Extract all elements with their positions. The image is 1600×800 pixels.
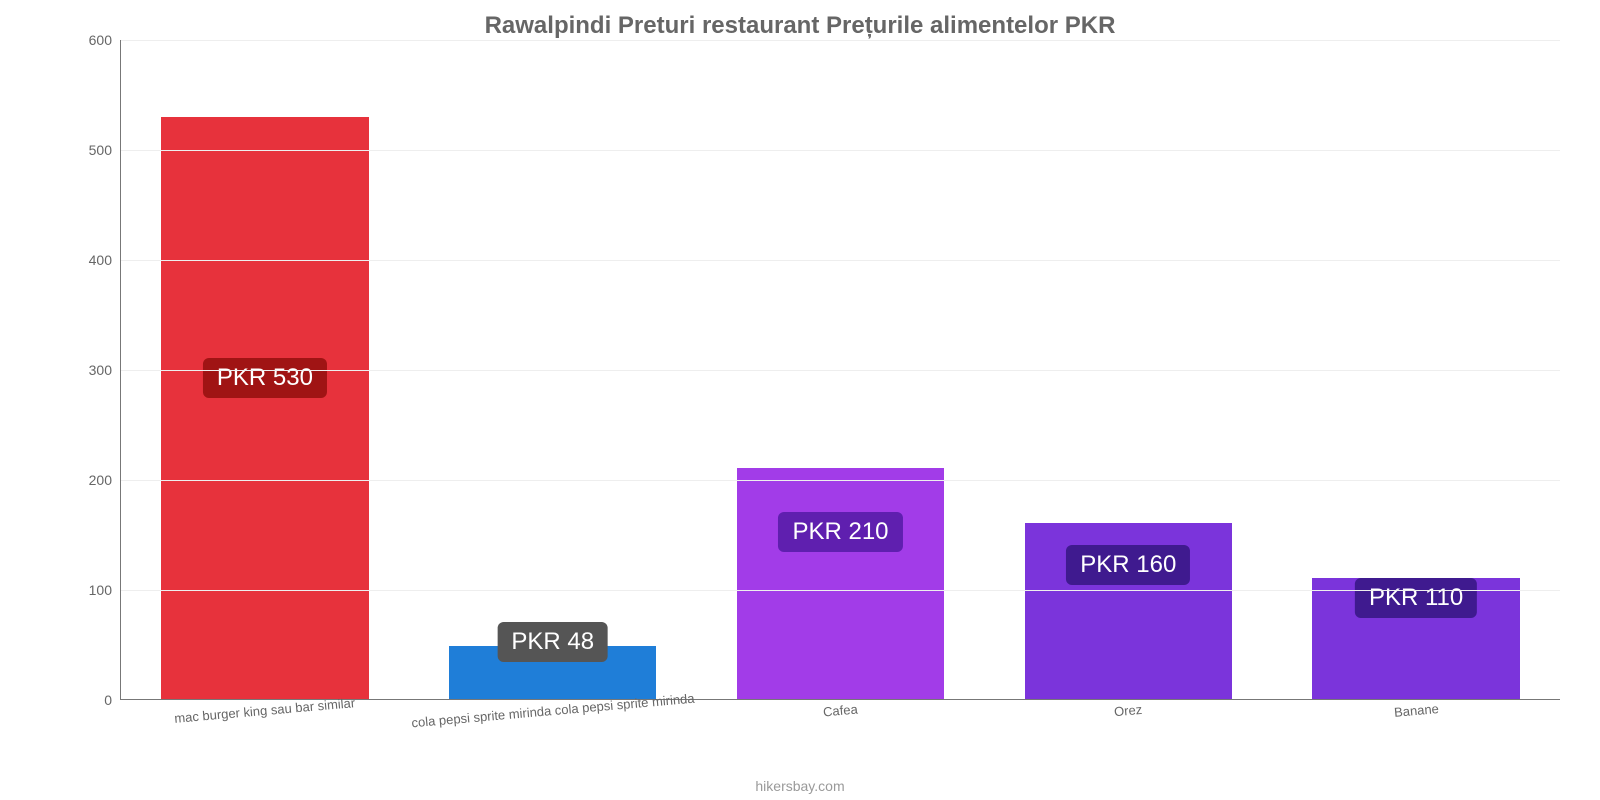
- x-label-slot: cola pepsi sprite mirinda cola pepsi spr…: [409, 703, 697, 718]
- gridline: [121, 480, 1560, 481]
- x-label-slot: Cafea: [697, 703, 985, 718]
- gridline: [121, 370, 1560, 371]
- value-badge: PKR 160: [1066, 545, 1190, 585]
- gridline: [121, 590, 1560, 591]
- x-label: Banane: [1393, 701, 1439, 720]
- gridline: [121, 260, 1560, 261]
- x-label-slot: mac burger king sau bar similar: [121, 703, 409, 718]
- attribution-text: hikersbay.com: [755, 778, 844, 794]
- y-tick-label: 100: [89, 582, 112, 598]
- y-tick-label: 600: [89, 32, 112, 48]
- chart-title: Rawalpindi Preturi restaurant Prețurile …: [0, 12, 1600, 40]
- value-badge: PKR 110: [1355, 578, 1477, 618]
- bar: [161, 117, 368, 699]
- x-label: mac burger king sau bar similar: [174, 695, 356, 726]
- y-tick-label: 500: [89, 142, 112, 158]
- y-tick-label: 300: [89, 362, 112, 378]
- y-axis: 0100200300400500600: [70, 40, 120, 700]
- x-label: Cafea: [823, 702, 859, 720]
- x-label-slot: Orez: [984, 703, 1272, 718]
- value-badge: PKR 210: [778, 512, 902, 552]
- gridline: [121, 40, 1560, 41]
- x-label-slot: Banane: [1272, 703, 1560, 718]
- y-tick-label: 0: [104, 692, 112, 708]
- plot-area: 0100200300400500600 PKR 530PKR 48PKR 210…: [120, 40, 1560, 700]
- x-axis-labels: mac burger king sau bar similarcola peps…: [121, 699, 1560, 718]
- y-tick-label: 200: [89, 472, 112, 488]
- gridline: [121, 150, 1560, 151]
- value-badge: PKR 48: [497, 622, 608, 662]
- value-badge: PKR 530: [203, 358, 327, 398]
- price-bar-chart: Rawalpindi Preturi restaurant Prețurile …: [0, 0, 1600, 800]
- grid-area: PKR 530PKR 48PKR 210PKR 160PKR 110 mac b…: [120, 40, 1560, 700]
- bar: [737, 468, 944, 699]
- y-tick-label: 400: [89, 252, 112, 268]
- x-label: Orez: [1114, 702, 1143, 719]
